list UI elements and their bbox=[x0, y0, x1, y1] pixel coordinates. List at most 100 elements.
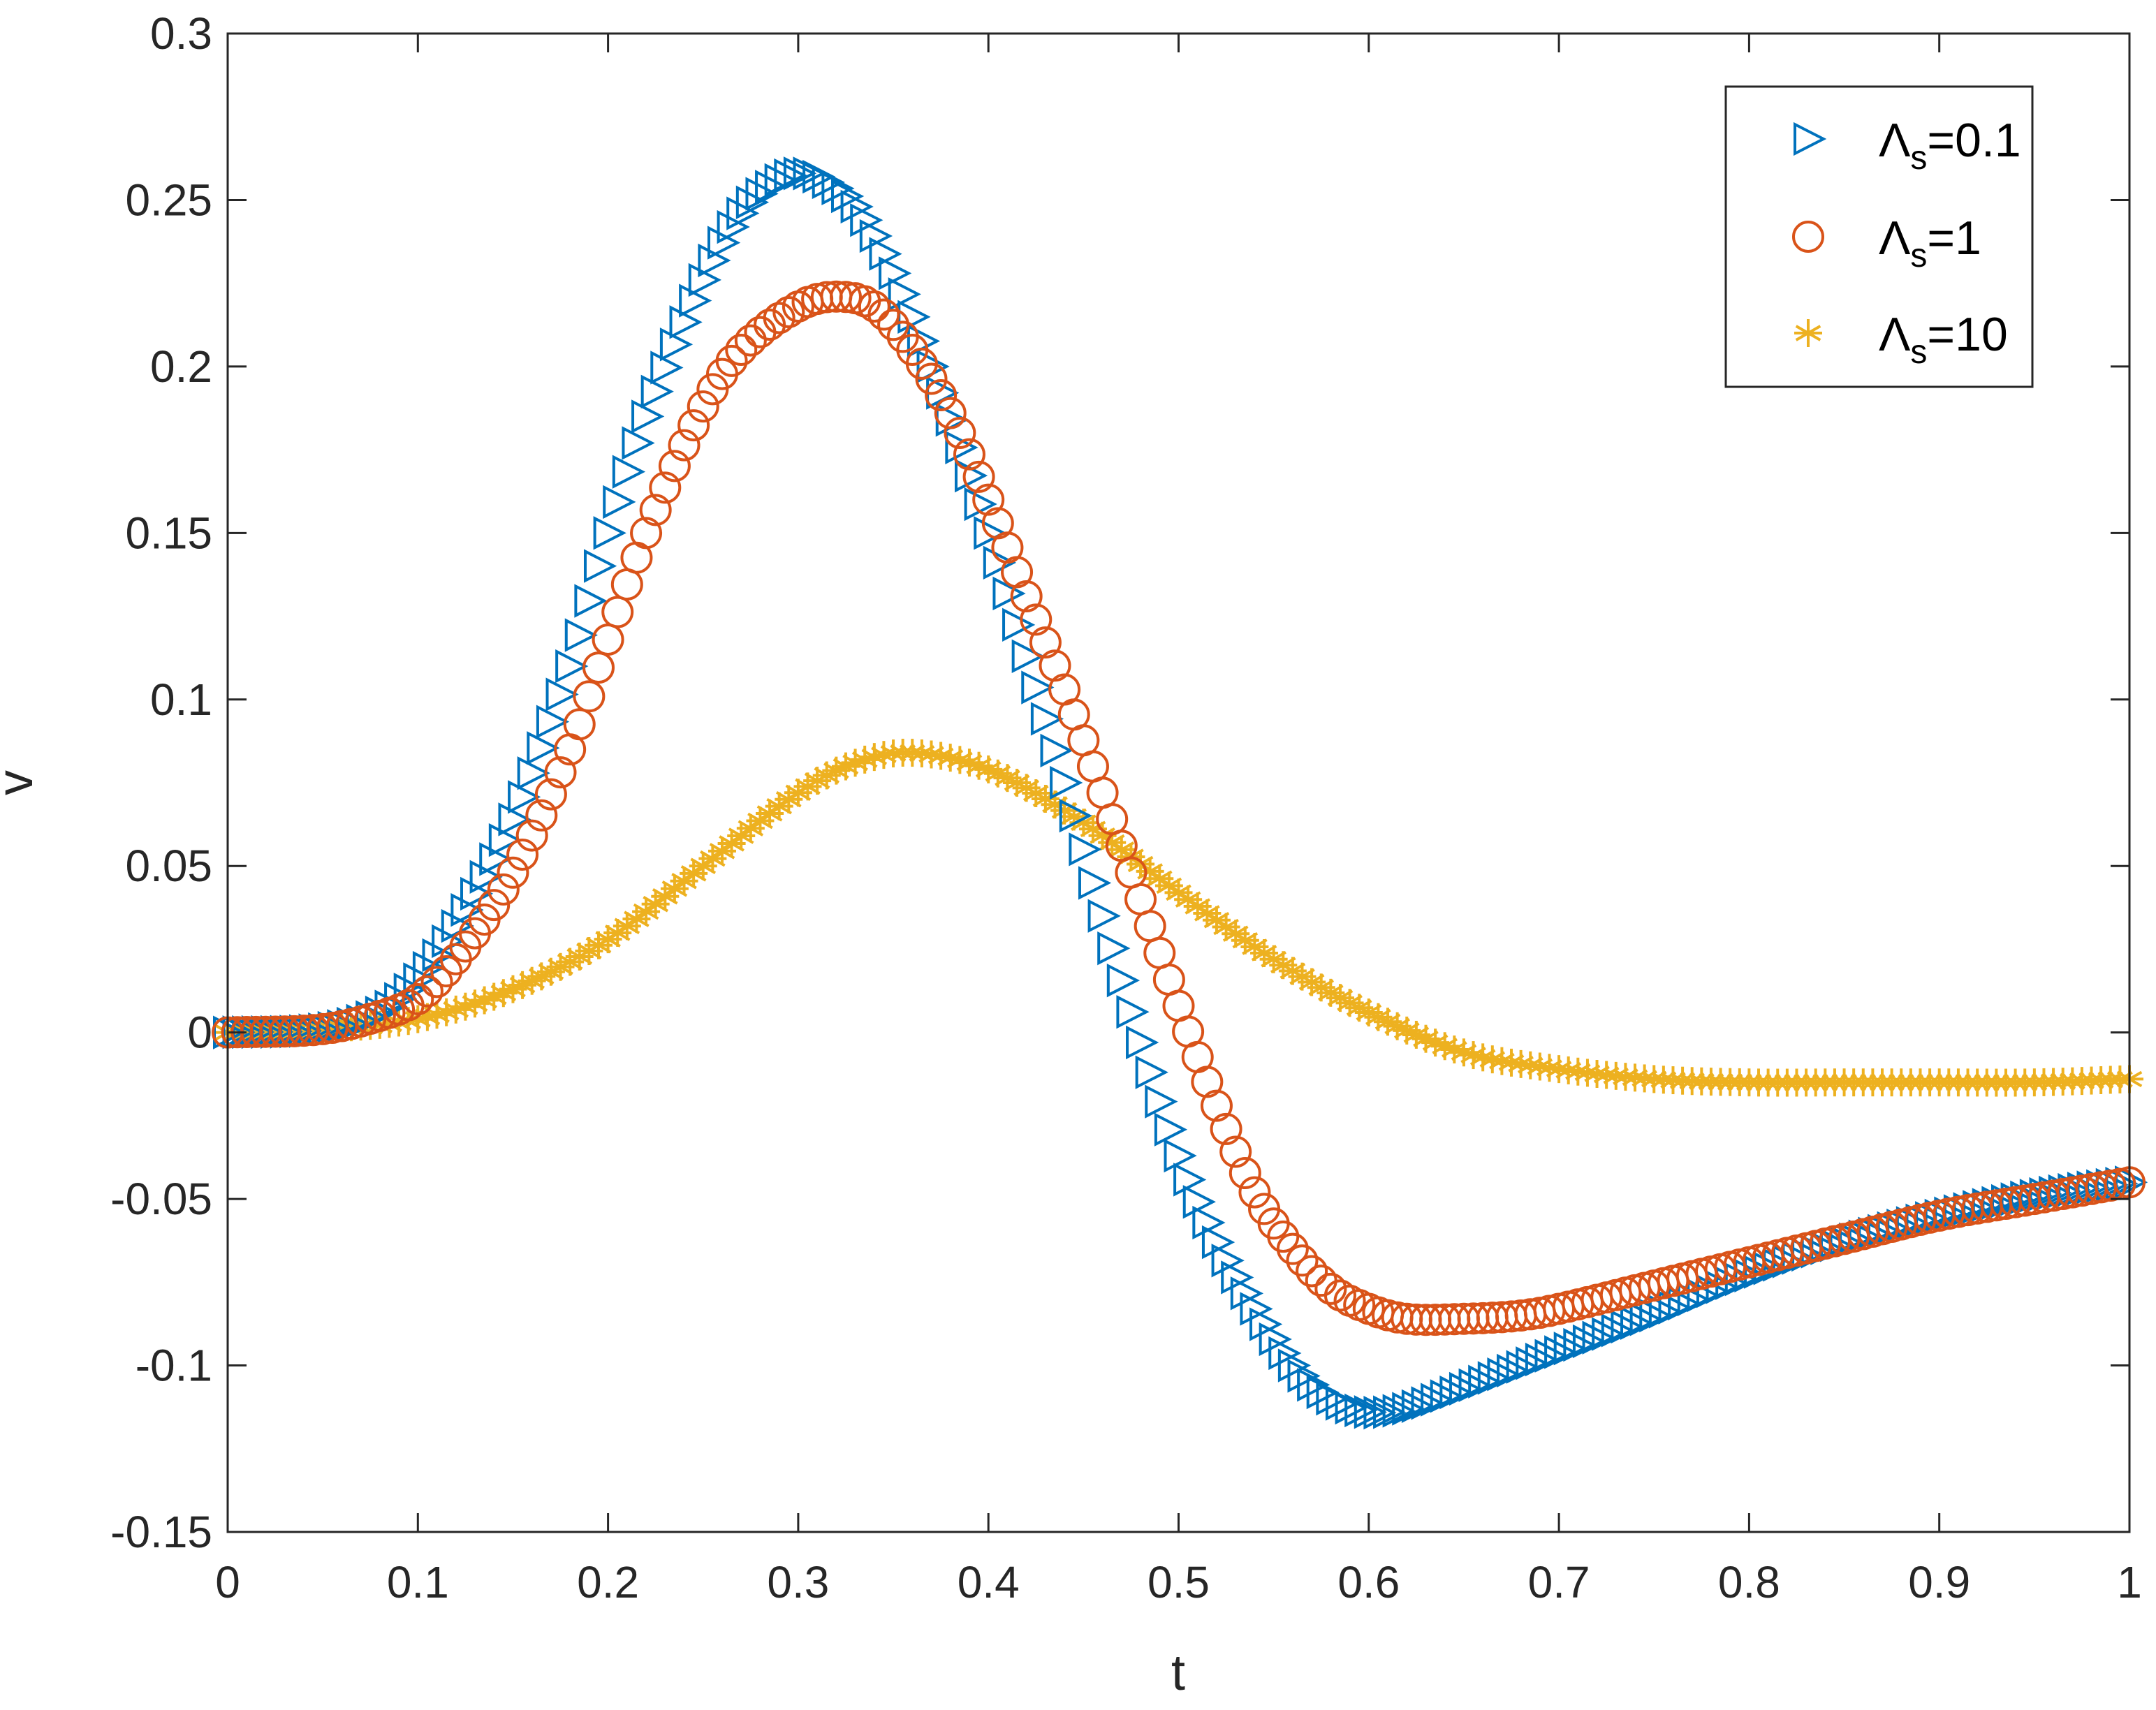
series-circle bbox=[212, 280, 2146, 1336]
data-point bbox=[772, 295, 805, 328]
data-point bbox=[821, 171, 855, 206]
y-tick-label: 0 bbox=[187, 1008, 212, 1058]
data-point bbox=[650, 351, 684, 385]
data-point bbox=[630, 517, 663, 550]
data-point bbox=[1002, 607, 1036, 642]
data-point bbox=[1268, 1336, 1302, 1371]
x-tick-label: 0.3 bbox=[767, 1557, 829, 1607]
y-tick-label: 0.25 bbox=[125, 175, 212, 225]
data-point bbox=[517, 756, 550, 790]
y-tick-label: 0.3 bbox=[150, 8, 212, 59]
data-point bbox=[1238, 1176, 1271, 1209]
data-point bbox=[1249, 1307, 1283, 1341]
data-point bbox=[1040, 733, 1073, 768]
data-point bbox=[631, 399, 665, 434]
data-point bbox=[962, 460, 995, 493]
data-point bbox=[420, 966, 453, 998]
data-point bbox=[411, 975, 443, 1008]
data-point bbox=[1030, 702, 1064, 736]
data-point bbox=[478, 889, 511, 922]
data-point bbox=[1020, 603, 1053, 636]
data-point bbox=[574, 584, 608, 618]
data-point bbox=[1229, 1157, 1261, 1190]
data-point bbox=[2094, 1170, 2127, 1202]
data-point bbox=[612, 455, 646, 489]
data-point bbox=[1297, 1368, 1330, 1402]
legend-marker-circle bbox=[1792, 221, 1824, 253]
x-tick-label: 0.4 bbox=[958, 1557, 1020, 1607]
data-point bbox=[877, 309, 910, 341]
data-point bbox=[830, 179, 865, 214]
data-point bbox=[1259, 1322, 1292, 1357]
y-tick-label: -0.1 bbox=[135, 1341, 212, 1391]
data-point bbox=[992, 576, 1026, 611]
data-point bbox=[563, 708, 596, 741]
legend: Λs=0.1 Λs=1 Λs=10 bbox=[1724, 85, 2034, 388]
y-tick-label: 0.05 bbox=[125, 841, 212, 891]
data-point bbox=[1021, 670, 1055, 705]
data-point bbox=[867, 298, 900, 331]
data-point bbox=[972, 483, 1005, 516]
data-point bbox=[1010, 580, 1043, 612]
data-point bbox=[660, 874, 689, 903]
data-point bbox=[934, 397, 967, 429]
data-point bbox=[1314, 1272, 1347, 1305]
data-point bbox=[534, 778, 567, 811]
data-point bbox=[734, 324, 767, 357]
data-point bbox=[974, 516, 1007, 550]
data-point bbox=[717, 209, 750, 244]
data-point bbox=[412, 950, 446, 985]
data-point bbox=[1191, 1066, 1224, 1098]
data-point bbox=[497, 856, 529, 889]
data-point bbox=[687, 390, 719, 423]
data-point bbox=[545, 677, 579, 712]
data-point bbox=[651, 882, 680, 911]
x-tick-label: 0.2 bbox=[577, 1557, 639, 1607]
data-point bbox=[850, 203, 883, 237]
data-point bbox=[1219, 1135, 1252, 1168]
data-point bbox=[1287, 1359, 1321, 1393]
data-point bbox=[1363, 1396, 1397, 1430]
data-point bbox=[888, 277, 921, 311]
data-point bbox=[1126, 1025, 1159, 1060]
data-point bbox=[1069, 832, 1102, 867]
data-point bbox=[1344, 1393, 1378, 1428]
data-point bbox=[515, 819, 548, 852]
data-point bbox=[925, 378, 958, 411]
x-tick-label: 1 bbox=[2117, 1557, 2142, 1607]
data-point bbox=[755, 170, 789, 204]
data-point bbox=[944, 416, 976, 449]
data-point bbox=[1230, 1276, 1264, 1311]
legend-marker-triangle-right bbox=[1794, 121, 1827, 156]
data-point bbox=[1078, 866, 1112, 900]
data-point bbox=[953, 438, 985, 471]
data-point bbox=[736, 814, 765, 843]
data-point bbox=[745, 177, 779, 211]
data-point bbox=[536, 705, 570, 739]
legend-marker-asterisk bbox=[1794, 319, 1822, 347]
data-point bbox=[573, 680, 606, 713]
data-point bbox=[402, 982, 434, 1015]
data-point bbox=[583, 549, 617, 583]
data-point bbox=[840, 189, 874, 224]
data-point bbox=[639, 494, 672, 526]
data-point bbox=[1373, 1395, 1407, 1429]
data-point bbox=[527, 731, 560, 765]
data-point bbox=[649, 471, 682, 504]
data-point bbox=[1277, 1348, 1312, 1383]
data-point bbox=[793, 156, 826, 191]
data-point bbox=[622, 426, 655, 460]
data-point bbox=[746, 806, 775, 835]
legend-label: Λs=10 bbox=[1879, 308, 2008, 371]
x-tick-label: 0 bbox=[215, 1557, 240, 1607]
data-point bbox=[1135, 1055, 1168, 1089]
data-point bbox=[1211, 1244, 1245, 1278]
data-point bbox=[1087, 899, 1121, 933]
data-point bbox=[1173, 1163, 1207, 1197]
legend-box bbox=[1724, 85, 2034, 388]
data-point bbox=[668, 429, 701, 462]
data-point bbox=[1392, 1392, 1425, 1426]
series-asterisk bbox=[214, 739, 2143, 1097]
data-point bbox=[1382, 1394, 1416, 1428]
